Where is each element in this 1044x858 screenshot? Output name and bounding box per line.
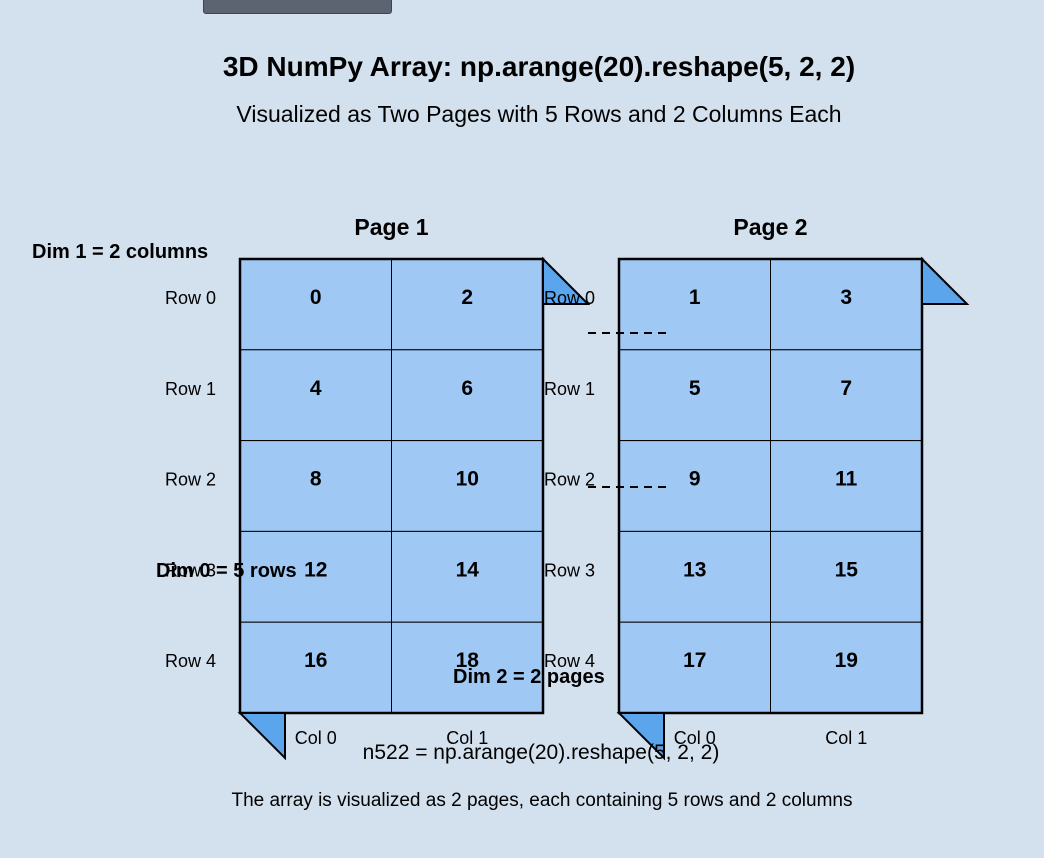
array-cell bbox=[770, 349, 923, 442]
cell-value: 14 bbox=[456, 558, 480, 581]
cell-value: 16 bbox=[304, 649, 327, 672]
array-cell bbox=[770, 621, 923, 714]
array-cell bbox=[618, 621, 771, 714]
cell-value: 17 bbox=[683, 649, 706, 672]
row-label: Row 2 bbox=[544, 470, 595, 490]
cell-value: 18 bbox=[456, 649, 480, 672]
cell-value: 1 bbox=[689, 286, 701, 309]
row-label: Row 0 bbox=[544, 288, 595, 308]
cell-value: 5 bbox=[689, 377, 701, 400]
row-label: Row 1 bbox=[544, 379, 595, 399]
row-label: Row 0 bbox=[165, 288, 216, 308]
pages-group: Page 1 0 2 4 6 8 10 12 14 16 18 Row 0 Row 1 Row 2 Row … bbox=[165, 214, 970, 761]
cell-value: 15 bbox=[835, 558, 859, 581]
array-cell bbox=[618, 258, 771, 351]
row-label: Row 1 bbox=[165, 379, 216, 399]
page-border bbox=[238, 257, 545, 715]
window-titlebar-remnant bbox=[203, 0, 392, 14]
page-title: Page 1 bbox=[354, 214, 428, 240]
cell-value: 3 bbox=[840, 286, 852, 309]
cell-value: 8 bbox=[310, 468, 322, 491]
cell-value: 6 bbox=[461, 377, 473, 400]
caption: The array is visualized as 2 pages, each… bbox=[231, 790, 852, 811]
row-label: Row 2 bbox=[165, 470, 216, 490]
dim0-label: Dim 0 = 5 rows bbox=[156, 560, 297, 582]
cell-value: 19 bbox=[835, 649, 858, 672]
dim1-label: Dim 1 = 2 columns bbox=[32, 241, 208, 263]
cell-value: 11 bbox=[835, 468, 858, 491]
col-label: Col 1 bbox=[446, 728, 488, 748]
page-fold-top-right bbox=[542, 256, 591, 305]
array-cell bbox=[391, 621, 544, 714]
cell-value: 4 bbox=[310, 377, 322, 400]
col-label: Col 0 bbox=[674, 728, 716, 748]
cell-value: 0 bbox=[310, 286, 322, 309]
col-label: Col 1 bbox=[825, 728, 867, 748]
col-label: Col 0 bbox=[295, 728, 337, 748]
array-cell bbox=[770, 530, 923, 623]
page-fold-top-right bbox=[921, 256, 970, 305]
cell-value: 7 bbox=[840, 377, 852, 400]
array-cell bbox=[391, 349, 544, 442]
cell-value: 12 bbox=[304, 558, 327, 581]
row-label: Row 4 bbox=[544, 651, 595, 671]
page-fold-bottom-left bbox=[237, 712, 286, 761]
code-line: n522 = np.arange(20).reshape(5, 2, 2) bbox=[363, 741, 720, 764]
cell-value: 9 bbox=[689, 468, 701, 491]
cell-value: 2 bbox=[461, 286, 473, 309]
array-cell bbox=[391, 530, 544, 623]
cell-value: 13 bbox=[683, 558, 706, 581]
array-cell bbox=[239, 349, 392, 442]
diagram-title: 3D NumPy Array: np.arange(20).reshape(5,… bbox=[223, 51, 855, 82]
array-cell bbox=[239, 440, 392, 532]
page-1: Page 1 0 2 4 6 8 10 12 14 16 18 Row 0 Row 1 Row 2 Row … bbox=[165, 214, 591, 761]
page-fold-bottom-left bbox=[616, 712, 665, 761]
dim2-label: Dim 2 = 2 pages bbox=[453, 666, 605, 688]
array-cell bbox=[770, 258, 923, 351]
cell-value: 10 bbox=[456, 468, 479, 491]
diagram-subtitle: Visualized as Two Pages with 5 Rows and … bbox=[236, 101, 841, 127]
row-label: Row 3 bbox=[165, 560, 216, 580]
array-cell bbox=[770, 440, 923, 532]
row-label: Row 3 bbox=[544, 560, 595, 580]
row-label: Row 4 bbox=[165, 651, 216, 671]
page-title: Page 2 bbox=[733, 214, 807, 240]
page-connectors bbox=[588, 332, 672, 488]
